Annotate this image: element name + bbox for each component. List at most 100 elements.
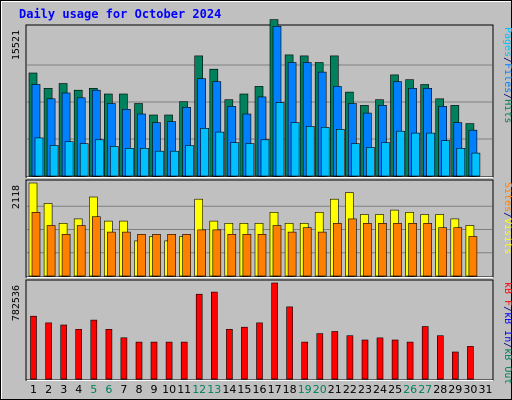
bar-kb-f <box>105 328 113 380</box>
bar-kb-f <box>226 328 233 380</box>
bar-sites <box>212 229 222 277</box>
axis-label-part: / <box>502 93 512 99</box>
axis-label-part: Hits <box>502 99 512 123</box>
axis-label-part: kB F <box>502 282 512 306</box>
bar-pages <box>335 129 345 177</box>
day-label: 18 <box>283 383 297 396</box>
day-label: 1 <box>30 383 37 396</box>
axis-label-part: Pages <box>502 27 512 57</box>
bar-kb-f <box>346 335 354 380</box>
day-label: 20 <box>313 383 327 396</box>
bar-kb-f <box>211 291 218 380</box>
day-label: 23 <box>358 383 372 396</box>
day-label: 14 <box>222 383 236 396</box>
bar-sites <box>76 225 86 277</box>
bar-sites <box>453 227 463 277</box>
day-label: 31 <box>479 383 493 396</box>
bar-sites <box>227 234 237 277</box>
bar-pages <box>441 140 451 177</box>
panel-3: 782536 kB F/kB In/kB Out <box>11 279 512 384</box>
bar-kb-f <box>406 341 414 380</box>
bar-pages <box>185 145 194 177</box>
bar-kb-f <box>90 319 98 380</box>
bar-kb-f <box>376 337 384 380</box>
bar-kb-f <box>256 322 263 380</box>
panel-max-label: 2118 <box>11 185 22 209</box>
bar-pages <box>95 139 104 177</box>
bar-pages <box>305 126 315 177</box>
bar-kb-f <box>421 326 429 380</box>
bar-sites <box>197 229 206 277</box>
axis-label-part: kB Out <box>502 348 512 384</box>
bar-kb-f <box>165 341 173 380</box>
bar-sites <box>438 227 448 277</box>
bar-sites <box>257 234 267 277</box>
axis-label-part: / <box>502 212 512 218</box>
bar-sites <box>332 223 342 277</box>
bar-kb-f <box>331 331 339 380</box>
bar-pages <box>351 143 360 177</box>
axis-label-part: Files <box>502 63 512 93</box>
bar-pages <box>215 131 225 177</box>
day-label: 3 <box>60 383 67 396</box>
bar-sites <box>302 227 312 277</box>
day-label: 6 <box>105 383 112 396</box>
bar-sites <box>107 231 116 277</box>
day-label: 30 <box>463 383 477 396</box>
day-label: 24 <box>373 383 387 396</box>
bar-kb-f <box>30 315 37 380</box>
bar-sites <box>167 234 176 277</box>
day-label: 28 <box>433 383 447 396</box>
bar-pages <box>34 137 44 177</box>
bar-pages <box>411 132 420 177</box>
bar-sites <box>31 212 41 277</box>
day-label: 25 <box>388 383 402 396</box>
bar-pages <box>200 128 209 177</box>
bar-sites <box>137 234 146 277</box>
bar-sites <box>152 234 161 277</box>
bar-sites <box>242 234 252 277</box>
bar-kb-f <box>45 322 52 380</box>
bar-pages <box>49 145 59 177</box>
day-label: 16 <box>253 383 267 396</box>
bar-pages <box>260 139 270 177</box>
bar-kb-f <box>301 341 309 380</box>
bar-sites <box>182 234 191 277</box>
bar-kb-f <box>316 333 324 380</box>
bar-kb-f <box>286 306 293 380</box>
panel-max-label: 15521 <box>11 30 22 60</box>
day-label: 21 <box>328 383 342 396</box>
bar-sites <box>408 223 417 277</box>
bar-pages <box>396 130 405 177</box>
bar-kb-f <box>180 341 188 380</box>
day-label: 7 <box>120 383 127 396</box>
axis-label-part: / <box>502 342 512 348</box>
bar-pages <box>79 143 89 177</box>
day-label: 12 <box>192 383 206 396</box>
bar-kb-f <box>241 326 248 380</box>
bar-sites <box>363 223 372 277</box>
axis-label-part: kB In <box>502 312 512 342</box>
bar-sites <box>423 223 433 277</box>
bar-pages <box>245 143 255 177</box>
chart-title: Daily usage for October 2024 <box>19 7 221 21</box>
panel-max-label: 782536 <box>11 285 22 321</box>
bar-sites <box>92 216 101 277</box>
bar-sites <box>317 231 327 277</box>
day-label: 17 <box>268 383 282 396</box>
day-label: 15 <box>237 383 251 396</box>
bar-pages <box>366 147 375 177</box>
day-label: 11 <box>177 383 191 396</box>
bar-kb-f <box>120 337 128 380</box>
day-label: 4 <box>75 383 82 396</box>
bar-pages <box>381 142 390 177</box>
bar-kb-f <box>150 341 158 380</box>
day-label: 13 <box>207 383 221 396</box>
bar-pages <box>64 141 74 177</box>
day-label: 8 <box>136 383 143 396</box>
bar-pages <box>170 150 179 177</box>
bar-sites <box>393 223 402 277</box>
axis-label-part: / <box>502 306 512 312</box>
